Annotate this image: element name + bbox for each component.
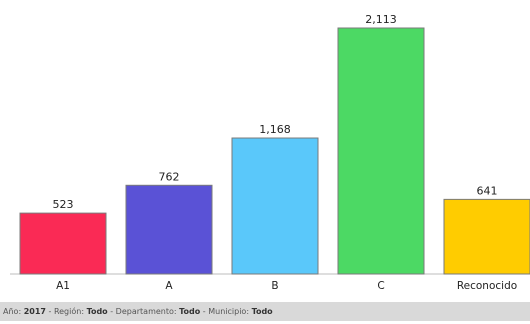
bar-reconocido[interactable] <box>443 198 530 275</box>
category-label-b: B <box>271 280 278 292</box>
region-filter-value: Todo <box>86 307 108 316</box>
category-label-reconocido: Reconocido <box>457 280 517 292</box>
bar-a[interactable] <box>125 184 213 275</box>
value-label-b: 1,168 <box>259 123 291 136</box>
bar-b[interactable] <box>231 137 319 275</box>
year-filter-value: 2017 <box>23 307 46 316</box>
category-label-c: C <box>377 280 384 292</box>
municipality-filter-label: Municipio: <box>208 307 252 316</box>
bars-group <box>19 27 530 275</box>
bar-a1[interactable] <box>19 212 107 275</box>
filter-summary-bar: Año: 2017 - Región: Todo - Departamento:… <box>0 302 530 321</box>
bar-c[interactable] <box>337 27 425 275</box>
bar-chart: 523 762 1,168 2,113 641 A1 A B C Reconocido <box>10 13 530 292</box>
year-filter-label: Año: <box>3 307 24 316</box>
department-filter-label: Departamento: <box>115 307 180 316</box>
department-filter-value: Todo <box>179 307 201 316</box>
category-labels-group: A1 A B C Reconocido <box>56 280 517 292</box>
filter-separator-3: - <box>200 307 209 316</box>
category-label-a1: A1 <box>56 280 70 292</box>
category-label-a: A <box>165 280 173 292</box>
filter-separator-2: - <box>107 307 116 316</box>
value-label-reconocido: 641 <box>477 184 498 197</box>
value-label-c: 2,113 <box>365 13 397 26</box>
value-label-a1: 523 <box>53 198 74 211</box>
region-filter-label: Región: <box>53 307 87 316</box>
municipality-filter-value: Todo <box>251 307 273 316</box>
filter-separator-1: - <box>45 307 54 316</box>
value-labels-group: 523 762 1,168 2,113 641 <box>53 13 498 211</box>
value-label-a: 762 <box>159 170 180 183</box>
